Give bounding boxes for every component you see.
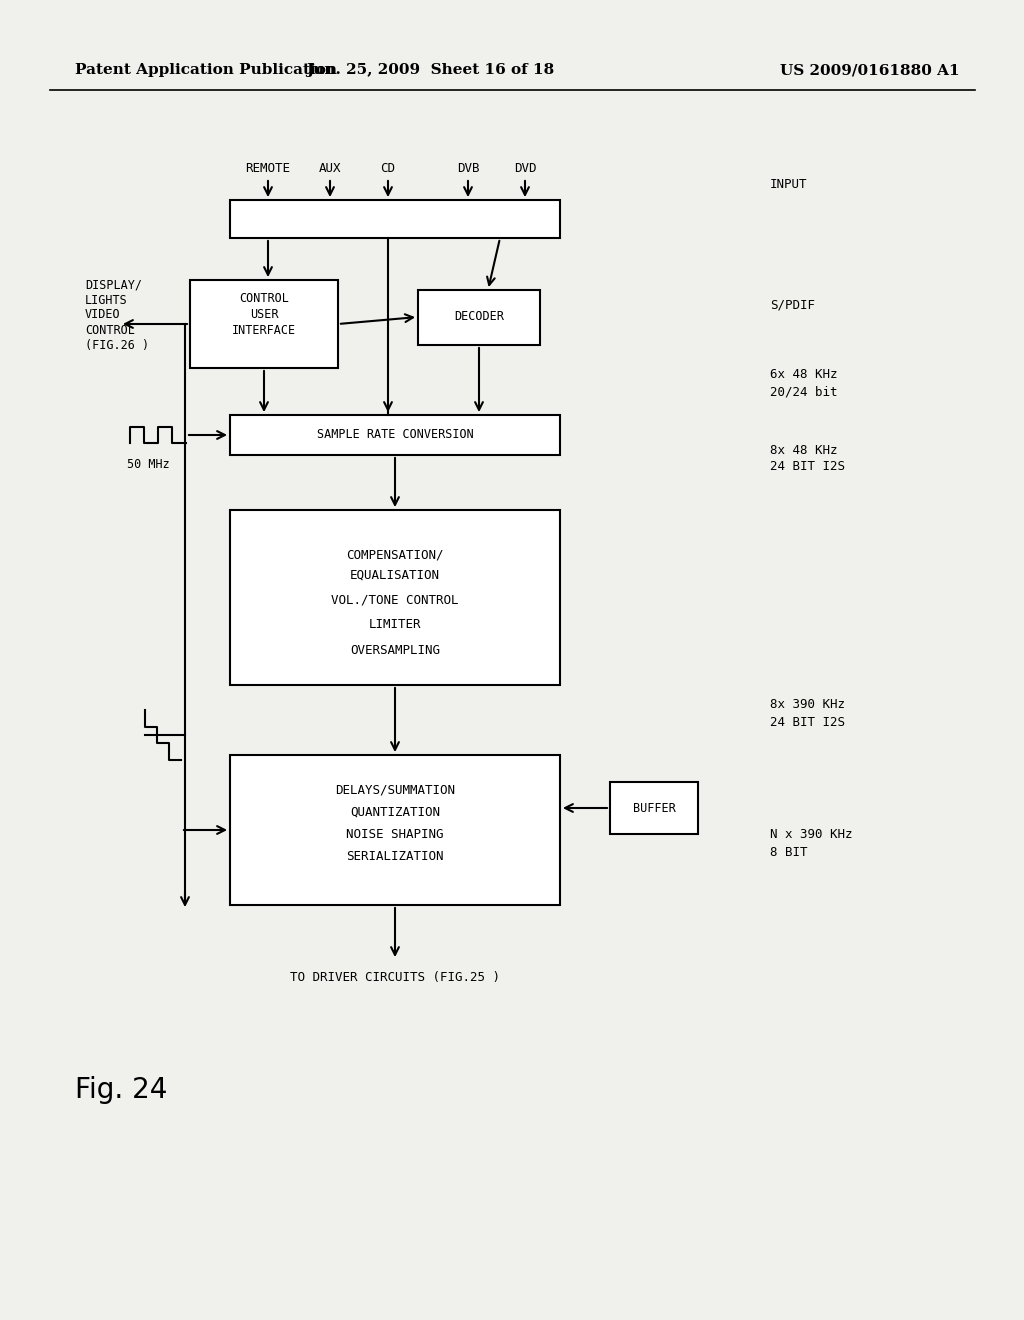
Text: INPUT: INPUT [770,178,808,191]
Text: SAMPLE RATE CONVERSION: SAMPLE RATE CONVERSION [316,429,473,441]
Text: 8x 390 KHz: 8x 390 KHz [770,698,845,711]
Text: OVERSAMPLING: OVERSAMPLING [350,644,440,656]
Text: Patent Application Publication: Patent Application Publication [75,63,337,77]
Text: Jun. 25, 2009  Sheet 16 of 18: Jun. 25, 2009 Sheet 16 of 18 [306,63,554,77]
Text: S/PDIF: S/PDIF [770,298,815,312]
Text: 8 BIT: 8 BIT [770,846,808,858]
Text: US 2009/0161880 A1: US 2009/0161880 A1 [780,63,961,77]
Text: CONTROL: CONTROL [239,292,289,305]
Text: DVB: DVB [457,161,479,174]
Text: BUFFER: BUFFER [633,801,676,814]
Bar [230,510,560,685]
Text: COMPENSATION/: COMPENSATION/ [346,549,443,561]
Text: NOISE SHAPING: NOISE SHAPING [346,828,443,841]
Text: LIMITER: LIMITER [369,619,421,631]
Text: CD: CD [381,161,395,174]
Bar [190,280,338,368]
Text: DELAYS/SUMMATION: DELAYS/SUMMATION [335,784,455,796]
Text: QUANTIZATION: QUANTIZATION [350,805,440,818]
Text: Fig. 24: Fig. 24 [75,1076,167,1104]
Text: 8x 48 KHz: 8x 48 KHz [770,444,838,457]
Text: VOL./TONE CONTROL: VOL./TONE CONTROL [331,594,459,606]
Text: VIDEO: VIDEO [85,309,121,322]
Bar [418,290,540,345]
Text: AUX: AUX [318,161,341,174]
Text: EQUALISATION: EQUALISATION [350,569,440,582]
Text: CONTROL: CONTROL [85,323,135,337]
Bar [230,755,560,906]
Bar [610,781,698,834]
Text: 6x 48 KHz: 6x 48 KHz [770,368,838,381]
Text: USER: USER [250,308,279,321]
Text: DVD: DVD [514,161,537,174]
Text: LIGHTS: LIGHTS [85,293,128,306]
Text: 20/24 bit: 20/24 bit [770,385,838,399]
Text: INTERFACE: INTERFACE [232,323,296,337]
Text: SERIALIZATION: SERIALIZATION [346,850,443,862]
Text: 24 BIT I2S: 24 BIT I2S [770,715,845,729]
Text: 50 MHz: 50 MHz [127,458,169,471]
Bar [230,414,560,455]
Text: DISPLAY/: DISPLAY/ [85,279,142,292]
Text: 24 BIT I2S: 24 BIT I2S [770,461,845,474]
Bar [230,201,560,238]
Text: N x 390 KHz: N x 390 KHz [770,829,853,842]
Text: TO DRIVER CIRCUITS (FIG.25 ): TO DRIVER CIRCUITS (FIG.25 ) [290,972,500,985]
Text: DECODER: DECODER [454,310,504,323]
Text: (FIG.26 ): (FIG.26 ) [85,338,150,351]
Text: REMOTE: REMOTE [246,161,291,174]
